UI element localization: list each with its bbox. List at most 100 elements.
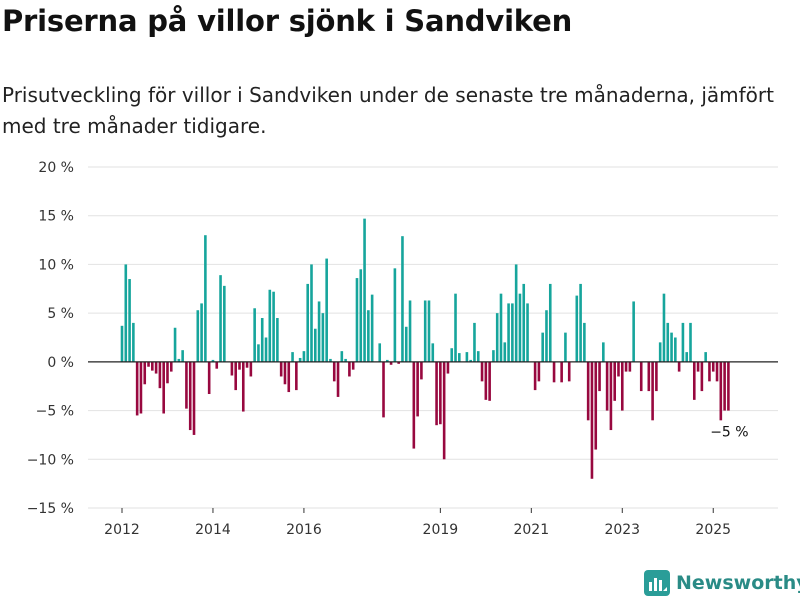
bar xyxy=(158,361,162,389)
bar xyxy=(359,269,363,362)
bar xyxy=(404,326,408,362)
bar xyxy=(283,361,287,385)
bar xyxy=(181,350,184,362)
bar xyxy=(173,327,177,362)
bar xyxy=(317,301,321,362)
bar xyxy=(302,351,306,362)
bar xyxy=(465,352,469,362)
bar xyxy=(332,361,336,382)
bar xyxy=(552,361,556,383)
bar xyxy=(435,361,438,426)
bar xyxy=(272,291,275,362)
bar xyxy=(598,361,601,392)
bar xyxy=(249,361,253,377)
bar xyxy=(586,361,590,421)
bar xyxy=(147,361,150,367)
bar xyxy=(632,301,635,362)
bar xyxy=(135,361,139,416)
bar xyxy=(306,283,310,362)
bar xyxy=(389,361,393,365)
bar xyxy=(639,361,643,392)
bar xyxy=(545,310,548,362)
bar xyxy=(276,318,279,362)
bar xyxy=(367,310,370,362)
bar xyxy=(480,361,484,382)
bar xyxy=(166,361,169,384)
bar xyxy=(499,293,503,362)
bar xyxy=(537,361,541,382)
bar xyxy=(613,361,616,401)
bar xyxy=(351,361,355,370)
y-tick-label: 5 % xyxy=(47,306,74,322)
bar xyxy=(662,293,666,362)
bar xyxy=(605,361,609,411)
bar xyxy=(708,361,711,382)
bar xyxy=(185,361,188,409)
bar xyxy=(495,313,499,362)
bar xyxy=(378,343,382,362)
bar xyxy=(401,236,404,362)
bar xyxy=(469,359,472,362)
bar xyxy=(329,358,332,362)
bar xyxy=(397,361,400,364)
bar xyxy=(711,361,715,372)
bar xyxy=(132,322,135,362)
bar xyxy=(692,361,696,400)
bar xyxy=(310,264,313,362)
bar xyxy=(628,361,632,372)
bar xyxy=(624,361,628,372)
chart-title: Priserna på villor sjönk i Sandviken xyxy=(2,4,573,38)
y-tick-label: 0 % xyxy=(47,355,74,371)
bar xyxy=(120,325,124,362)
x-tick-label: 2012 xyxy=(104,522,140,538)
bar xyxy=(386,359,389,362)
bar xyxy=(446,361,450,374)
x-tick-label: 2025 xyxy=(695,522,731,538)
bar xyxy=(124,264,128,362)
bar xyxy=(511,303,514,362)
bar xyxy=(715,361,719,382)
bar xyxy=(723,361,726,411)
brand-logo: Newsworthy xyxy=(644,568,800,598)
bar xyxy=(336,361,340,397)
bar xyxy=(647,361,651,392)
bar xyxy=(541,332,544,362)
bar xyxy=(518,293,522,362)
bar xyxy=(658,342,662,362)
bar xyxy=(602,342,605,362)
bar xyxy=(355,278,359,362)
bar xyxy=(162,361,165,414)
bar xyxy=(670,332,673,362)
bar xyxy=(492,350,495,362)
bar xyxy=(143,361,147,385)
bar xyxy=(287,361,291,393)
bar xyxy=(484,361,488,400)
bar xyxy=(169,361,173,372)
y-tick-label: 20 % xyxy=(38,160,74,176)
bar xyxy=(188,361,192,431)
bar xyxy=(211,359,215,362)
x-tick-label: 2021 xyxy=(513,522,549,538)
bar xyxy=(564,332,567,362)
bar xyxy=(567,361,571,382)
bar xyxy=(234,361,237,391)
bar xyxy=(393,268,397,362)
bar xyxy=(514,264,518,362)
latest-value-annotation: −5 % xyxy=(710,425,748,441)
bar xyxy=(579,283,582,362)
bar xyxy=(666,322,670,362)
y-tick-label: −15 % xyxy=(27,501,74,517)
bar xyxy=(655,361,658,392)
bar xyxy=(215,361,219,369)
bar xyxy=(412,361,416,449)
bar xyxy=(507,303,510,362)
bar xyxy=(439,361,442,425)
bar xyxy=(423,300,427,362)
bar xyxy=(264,337,268,362)
bar xyxy=(151,361,154,371)
bar xyxy=(454,293,457,362)
bar xyxy=(204,235,207,362)
y-tick-label: 15 % xyxy=(38,209,74,225)
bar xyxy=(458,353,461,362)
